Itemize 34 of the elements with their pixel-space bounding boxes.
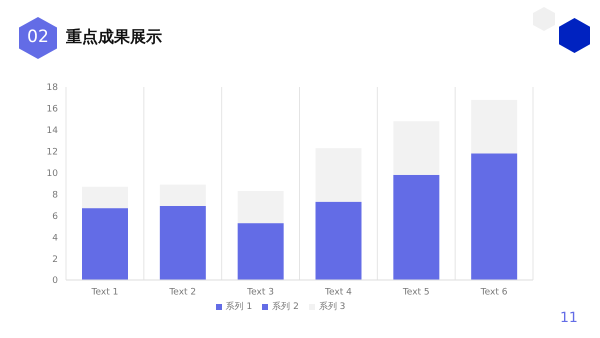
- y-tick-label: 2: [52, 254, 58, 265]
- x-tick-label: Text 6: [480, 287, 508, 298]
- bar: [316, 148, 362, 202]
- bar: [316, 202, 362, 280]
- bar: [393, 121, 440, 175]
- y-tick-label: 0: [52, 276, 58, 286]
- legend-label: 系列 1: [226, 302, 252, 312]
- y-tick-label: 10: [46, 168, 58, 179]
- y-tick-label: 6: [52, 212, 58, 222]
- bar: [82, 186, 128, 208]
- text: 11: [560, 310, 578, 326]
- x-tick-label: Text 5: [402, 287, 430, 298]
- y-tick-label: 16: [46, 104, 58, 115]
- bar: [471, 100, 518, 154]
- x-tick-label: Text 3: [246, 287, 274, 298]
- bar: [82, 208, 128, 280]
- legend-label: 系列 3: [318, 302, 346, 312]
- y-tick-label: 14: [46, 126, 58, 136]
- x-tick-label: Text 2: [168, 287, 196, 298]
- y-tick-label: 8: [52, 190, 58, 200]
- bar: [238, 223, 284, 280]
- x-tick-label: Text 1: [90, 287, 118, 298]
- x-tick-label: Text 4: [324, 287, 352, 298]
- bar: [160, 206, 206, 280]
- y-tick-label: 12: [46, 148, 58, 158]
- legend-label: 系列 2: [272, 302, 299, 312]
- text: 02: [26, 27, 50, 47]
- bar: [471, 153, 518, 280]
- chart-title: 重点成果展示: [66, 27, 162, 48]
- bar: [393, 174, 440, 280]
- bar: [238, 191, 284, 224]
- bar: [160, 184, 206, 206]
- y-tick-label: 18: [46, 83, 58, 94]
- y-tick-label: 4: [52, 233, 58, 244]
